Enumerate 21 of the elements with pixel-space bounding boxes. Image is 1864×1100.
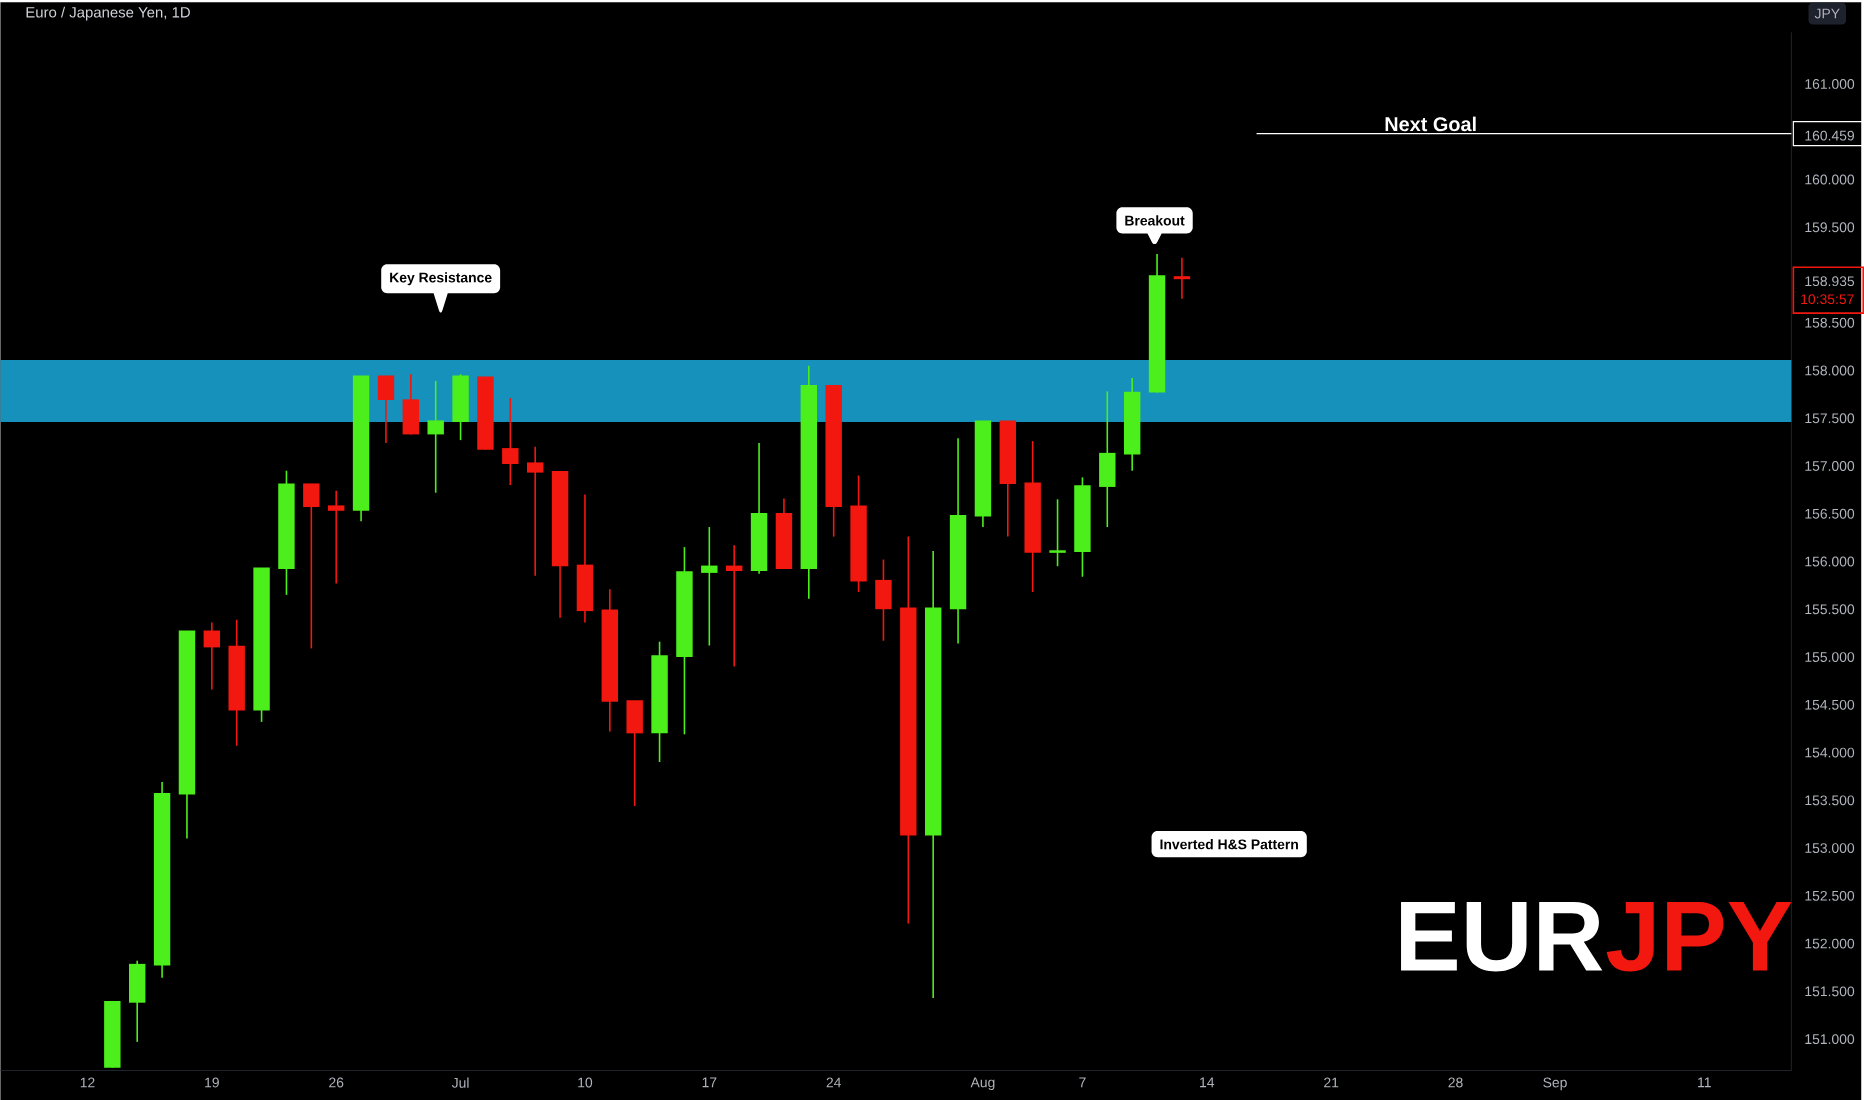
candlestick	[526, 445, 544, 577]
candlestick	[129, 959, 146, 1043]
candlestick	[875, 558, 892, 642]
candlestick	[502, 397, 519, 486]
candlestick	[203, 621, 221, 691]
annotation: JPY	[1606, 901, 1792, 972]
annotation: EUR	[1401, 901, 1603, 972]
candlestick	[725, 544, 743, 668]
candlestick	[327, 489, 345, 584]
candlestick	[303, 483, 320, 649]
candlestick	[1099, 390, 1116, 528]
candlestick	[626, 700, 643, 807]
candlestick	[701, 526, 718, 647]
candlestick	[452, 373, 469, 441]
candlestick	[1049, 498, 1066, 567]
candlestick	[576, 493, 594, 624]
candlestick	[427, 379, 444, 494]
ref-line-label: Next Goal	[1385, 116, 1476, 132]
candlestick	[377, 375, 395, 444]
candlestick	[402, 373, 420, 435]
candlestick	[1173, 256, 1191, 300]
